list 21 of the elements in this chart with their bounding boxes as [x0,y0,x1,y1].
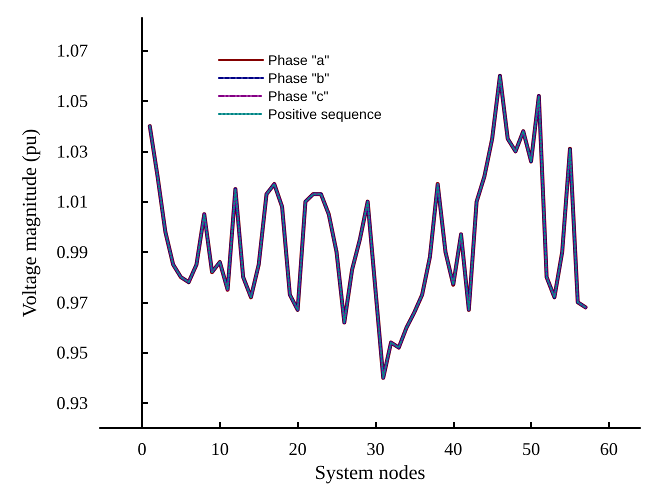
x-axis-title: System nodes [314,462,426,484]
x-tick-label: 10 [210,439,229,460]
y-axis-title: Voltage magnitude (pu) [19,128,41,318]
y-tick-label: 1.05 [56,91,88,112]
y-tick-label: 0.99 [56,242,88,262]
legend-label: Positive sequence [268,106,382,122]
y-tick-label: 1.01 [56,192,88,212]
y-tick-label: 0.97 [56,292,88,312]
y-tick-label: 0.95 [56,342,88,363]
x-tick-label: 60 [600,439,618,460]
legend-label: Phase "a" [268,52,330,68]
y-tick-label: 0.93 [56,392,88,413]
y-tick-label: 1.07 [56,40,88,61]
x-tick-label: 40 [444,439,462,460]
x-tick-label: 0 [138,439,147,460]
x-tick-label: 50 [522,439,540,460]
x-tick-label: 30 [366,439,384,460]
x-tick-label: 20 [288,439,307,460]
legend-label: Phase "c" [268,88,329,104]
legend-label: Phase "b" [268,70,330,86]
y-tick-label: 1.03 [56,141,88,162]
